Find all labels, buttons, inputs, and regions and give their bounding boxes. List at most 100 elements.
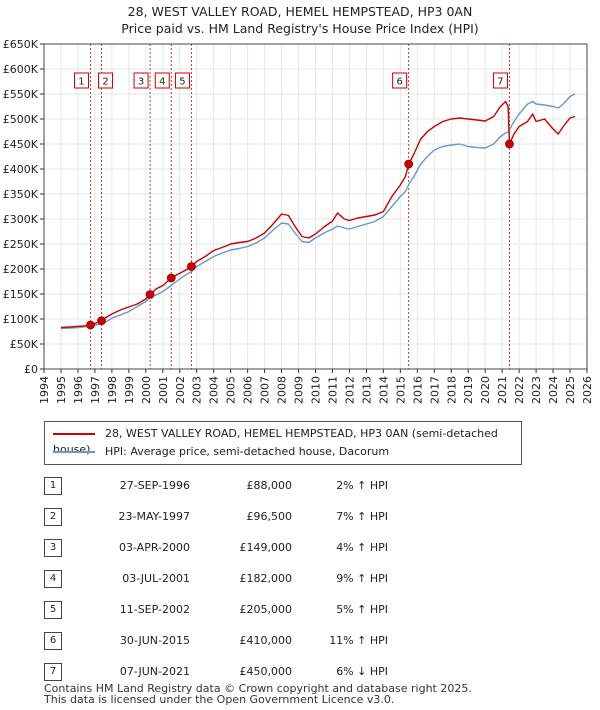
sale-hpi-diff: 11% ↑ HPI — [329, 634, 388, 647]
footer: Contains HM Land Registry data © Crown c… — [44, 683, 472, 705]
sale-hpi-diff-cell: 5% ↑ HPI — [292, 594, 388, 625]
x-tick-label: 1998 — [106, 376, 119, 404]
sale-label-text: 3 — [138, 77, 144, 88]
sale-date-cell: 27-SEP-1996 — [70, 470, 190, 501]
sale-label-box: 2 — [98, 72, 114, 89]
footer-copyright: Contains HM Land Registry data © Crown c… — [44, 682, 472, 695]
sale-number: 5 — [44, 600, 62, 619]
sale-price-cell: £182,000 — [190, 563, 293, 594]
sale-number: 4 — [44, 569, 62, 588]
sale-label-frame — [492, 72, 508, 89]
sale-label-text: 4 — [159, 77, 165, 88]
x-tick-label: 2016 — [411, 376, 424, 404]
hpi-line — [60, 93, 576, 330]
price-chart: 1 2 3 4 5 6 7 1994 1995 1996 1997 1998 1999 2000 2001… — [3, 38, 594, 404]
sale-number: 3 — [44, 538, 62, 557]
sale-date-cell: 11-SEP-2002 — [70, 594, 190, 625]
x-tick-label: 2021 — [496, 376, 509, 404]
axes: 1994 1995 1996 1997 1998 1999 2000 2001 2002 2003… — [3, 38, 594, 404]
sale-label-box: 4 — [154, 72, 170, 89]
x-tick-label: 2019 — [462, 376, 475, 404]
y-tick-label: £600K — [3, 63, 39, 76]
sale-number-cell: 2 — [44, 501, 70, 532]
sale-date-cell: 07-JUN-2021 — [70, 656, 190, 687]
sale-label-box: 1 — [73, 72, 89, 89]
sale-label-box: 6 — [392, 72, 408, 89]
sale-labels: 1 2 3 4 5 6 7 — [73, 72, 508, 89]
sale-number: 6 — [44, 631, 62, 650]
sale-number-cell: 3 — [44, 532, 70, 563]
sale-number-cell: 6 — [44, 625, 70, 656]
sale-price: £149,000 — [239, 541, 293, 554]
sale-date: 11-SEP-2002 — [119, 603, 190, 616]
sale-label-box: 7 — [492, 72, 508, 89]
y-tick-label: £650K — [3, 38, 39, 51]
x-tick-label: 2025 — [564, 376, 577, 404]
x-tick-label: 2010 — [310, 376, 323, 404]
y-tick-label: £350K — [3, 188, 39, 201]
sale-marker — [145, 290, 155, 299]
x-tick-label: 1994 — [38, 376, 51, 404]
x-tick-label: 2002 — [174, 376, 187, 404]
x-tick-label: 2013 — [360, 376, 373, 404]
y-tick-label: £300K — [3, 213, 39, 226]
x-tick-label: 2009 — [293, 376, 306, 404]
sale-date: 03-JUL-2001 — [122, 572, 190, 585]
y-tick-label: £50K — [10, 338, 39, 351]
legend-swatch-property — [53, 433, 95, 435]
legend-label-hpi: HPI: Average price, semi-detached house,… — [105, 445, 390, 458]
y-tick-label: £100K — [3, 313, 39, 326]
y-tick-label: £150K — [3, 288, 39, 301]
x-tick-label: 2026 — [581, 376, 594, 404]
sale-label-text: 6 — [396, 77, 402, 88]
x-tick-label: 2018 — [445, 376, 458, 404]
x-tick-label: 2003 — [191, 376, 204, 404]
sale-date: 30-JUN-2015 — [119, 634, 190, 647]
y-tick-label: £400K — [3, 163, 39, 176]
y-tick-label: £500K — [3, 113, 39, 126]
sale-marker — [86, 320, 95, 330]
sale-hpi-diff: 2% ↑ HPI — [336, 479, 388, 492]
chart-subtitle: Price paid vs. HM Land Registry's House … — [121, 21, 479, 36]
x-tick-label: 1999 — [123, 376, 136, 404]
x-tick-label: 1997 — [89, 376, 102, 404]
x-tick-label: 2017 — [428, 376, 441, 404]
sale-label-frame — [133, 72, 149, 89]
y-tick-label: £550K — [3, 88, 39, 101]
x-tick-label: 2001 — [157, 376, 170, 404]
sale-price: £96,500 — [246, 510, 293, 523]
sale-date: 23-MAY-1997 — [118, 510, 190, 523]
sale-label-text: 1 — [78, 77, 84, 88]
x-tick-label: 2011 — [326, 376, 339, 404]
sale-number: 2 — [44, 507, 62, 526]
x-tick-label: 2023 — [530, 376, 543, 404]
sale-label-box: 5 — [174, 72, 190, 89]
sale-date: 27-SEP-1996 — [119, 479, 190, 492]
sale-date-cell: 03-APR-2000 — [70, 532, 190, 563]
table-row: 5 11-SEP-2002 £205,000 5% ↑ HPI — [44, 594, 388, 625]
plot-border — [43, 43, 588, 370]
x-tick-label: 2007 — [259, 376, 272, 404]
x-tick-label: 2024 — [547, 376, 560, 404]
sale-date: 07-JUN-2021 — [119, 665, 190, 678]
sale-price-cell: £96,500 — [190, 501, 293, 532]
sale-date: 03-APR-2000 — [118, 541, 190, 554]
sale-price: £450,000 — [239, 665, 293, 678]
sale-markers — [86, 139, 514, 330]
sale-price-cell: £410,000 — [190, 625, 293, 656]
legend-swatch-hpi — [53, 451, 95, 453]
y-tick-label: £0 — [24, 363, 38, 376]
sale-hpi-diff-cell: 4% ↑ HPI — [292, 532, 388, 563]
x-tick-label: 1996 — [72, 376, 85, 404]
x-tick-label: 2012 — [343, 376, 356, 404]
x-tick-label: 2014 — [377, 376, 390, 404]
sale-label-box: 3 — [133, 72, 149, 89]
sale-date-cell: 23-MAY-1997 — [70, 501, 190, 532]
sale-marker — [404, 159, 414, 169]
sale-hpi-diff-cell: 7% ↑ HPI — [292, 501, 388, 532]
sale-marker — [505, 139, 514, 149]
sale-hpi-diff: 9% ↑ HPI — [336, 572, 388, 585]
sale-number: 1 — [44, 476, 62, 495]
legend-item-hpi: HPI: Average price, semi-detached house,… — [53, 444, 389, 460]
x-tick-label: 2004 — [208, 376, 221, 404]
